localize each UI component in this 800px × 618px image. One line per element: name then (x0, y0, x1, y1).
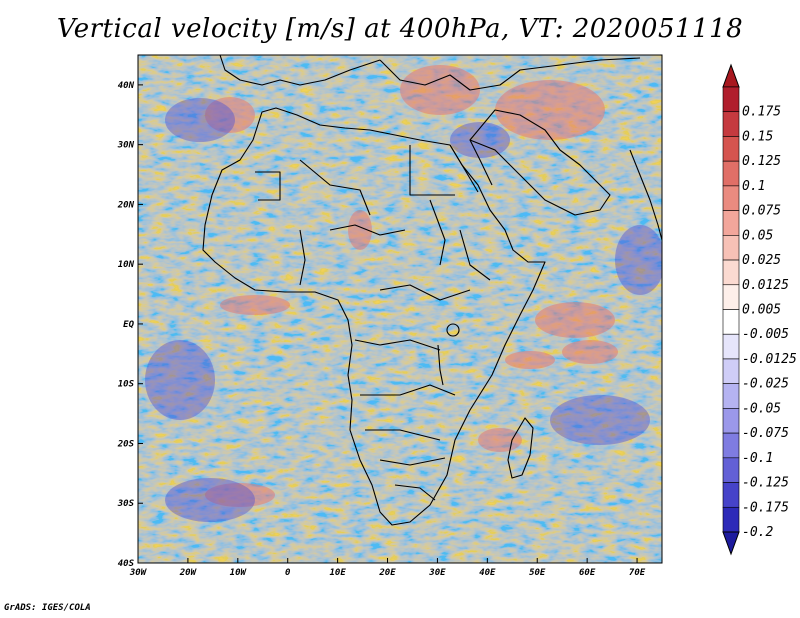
coastlines (202, 55, 662, 526)
colorbar-swatch (722, 235, 740, 261)
colorbar-swatch (722, 284, 740, 310)
colorbar-swatch (722, 457, 740, 483)
colorbar-bottom-arrow (722, 531, 740, 556)
colorbar-label: -0.1 (742, 451, 773, 466)
colorbar-label: -0.0125 (742, 352, 797, 367)
longitude-axis: 30W 20W 10W 0 10E 20E 30E 40E 50E 60E 70E (129, 558, 646, 578)
colorbar-swatch (722, 210, 740, 236)
colorbar-swatch (722, 86, 740, 113)
colorbar-swatch (722, 259, 740, 286)
lon-tick-label: 70E (629, 568, 646, 578)
lon-tick-label: 30W (129, 568, 148, 578)
latitude-axis: 40N 30N 20N 10N EQ 10S 20S 30S 40S (117, 81, 143, 569)
velocity-field (138, 55, 662, 563)
colorbar-label: -0.05 (742, 401, 781, 416)
map-title: Vertical velocity [m/s] at 400hPa, VT: 2… (56, 14, 744, 44)
colorbar-swatch (722, 408, 740, 434)
colorbar-label: -0.025 (742, 377, 789, 392)
lat-tick-label: 20N (117, 200, 135, 210)
colorbar-swatch (722, 383, 740, 409)
colorbar-swatch (722, 333, 740, 360)
colorbar-label: 0.15 (742, 129, 773, 144)
colorbar-label: -0.125 (742, 476, 789, 491)
lon-tick-label: 10W (230, 568, 248, 578)
lon-tick-label: 0 (285, 568, 291, 578)
colorbar-swatch (722, 506, 740, 533)
colorbar-label: 0.0125 (742, 278, 789, 293)
colorbar-label: -0.175 (742, 500, 789, 515)
plot-frame (137, 54, 663, 564)
colorbar-label: 0.05 (742, 228, 773, 243)
lat-tick-label: 40N (118, 81, 135, 91)
colorbar-swatch (722, 309, 740, 335)
colorbar-top-arrow (722, 63, 740, 88)
colorbar-swatch (722, 432, 740, 459)
lat-tick-label: 30S (117, 499, 135, 509)
lon-tick-label: 10E (329, 568, 346, 578)
lat-tick-label: 10N (118, 260, 135, 270)
lon-tick-label: 40E (479, 568, 496, 578)
colorbar-label: 0.005 (742, 303, 781, 318)
lon-tick-label: 20E (378, 568, 396, 578)
lat-tick-label: 30N (117, 141, 135, 151)
colorbar-label: 0.125 (742, 154, 781, 169)
colorbar-label: -0.005 (742, 327, 789, 342)
grads-credit: GrADS: IGES/COLA (4, 603, 91, 613)
colorbar-label: 0.075 (742, 204, 781, 219)
colorbar-swatch (722, 185, 740, 211)
lon-tick-label: 20W (179, 568, 198, 578)
colorbar-label: -0.2 (742, 525, 773, 540)
colorbar-swatch (722, 482, 740, 508)
colorbar-swatch (722, 160, 740, 187)
colorbar-label: 0.025 (742, 253, 781, 268)
colorbar-label: -0.075 (742, 426, 789, 441)
lat-tick-label: 20S (117, 439, 135, 449)
lat-tick-label: 40S (118, 559, 135, 569)
colorbar-label: 0.1 (742, 179, 765, 194)
lat-tick-label: EQ (123, 320, 134, 330)
colorbar: 0.175 0.15 0.125 0.1 0.075 0.05 0.025 0.0125 0.0… (722, 63, 797, 556)
colorbar-swatch (722, 111, 740, 137)
colorbar-swatch (722, 358, 740, 384)
colorbar-label: 0.175 (742, 105, 781, 120)
lon-tick-label: 30E (428, 568, 446, 578)
colorbar-swatch (722, 136, 740, 162)
lon-tick-label: 50E (529, 568, 546, 578)
lat-tick-label: 10S (118, 380, 135, 390)
lon-tick-label: 60E (579, 568, 596, 578)
